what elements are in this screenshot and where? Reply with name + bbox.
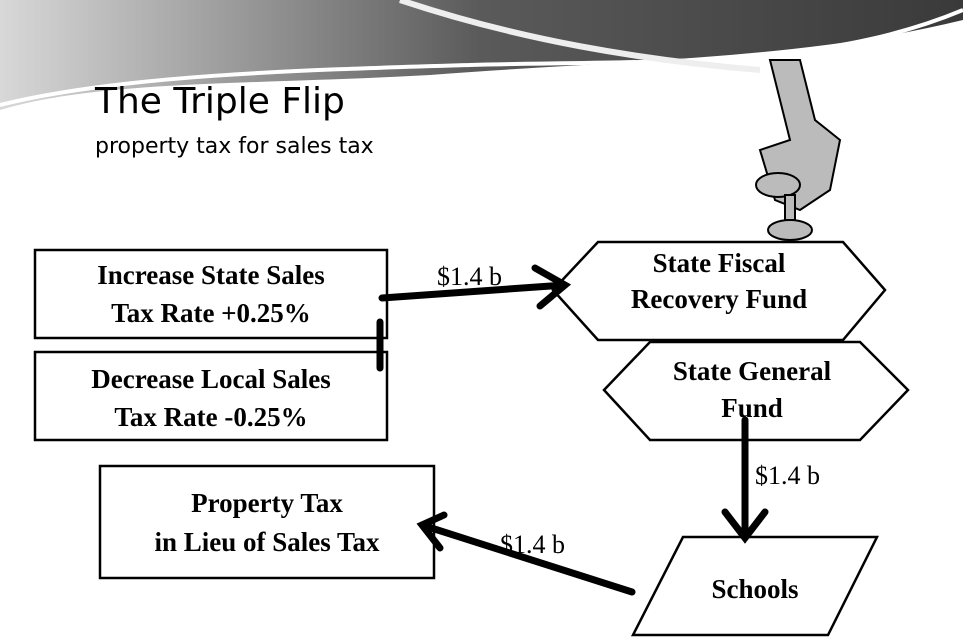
edge-label: $1.4 b (437, 262, 502, 291)
cartoon (756, 60, 840, 240)
node-label: Fund (721, 393, 783, 423)
node-label: Property Tax (191, 488, 343, 518)
node-label: Increase State Sales (97, 260, 324, 290)
node-label: Recovery Fund (631, 284, 807, 314)
node-label: State Fiscal (653, 248, 786, 278)
node-label: in Lieu of Sales Tax (154, 527, 380, 557)
slide: The Triple Flip property tax for sales t… (0, 0, 963, 643)
edge-label: $1.4 b (500, 530, 565, 559)
title: The Triple Flip (94, 81, 345, 122)
node-label: Schools (711, 574, 798, 604)
node-label: Tax Rate +0.25% (111, 298, 311, 328)
edge-label: $1.4 b (755, 461, 820, 490)
box (100, 466, 434, 578)
subtitle: property tax for sales tax (95, 134, 374, 159)
node-label: Tax Rate -0.25% (114, 402, 307, 432)
node-label: State General (673, 356, 832, 386)
node-label: Decrease Local Sales (91, 364, 330, 394)
